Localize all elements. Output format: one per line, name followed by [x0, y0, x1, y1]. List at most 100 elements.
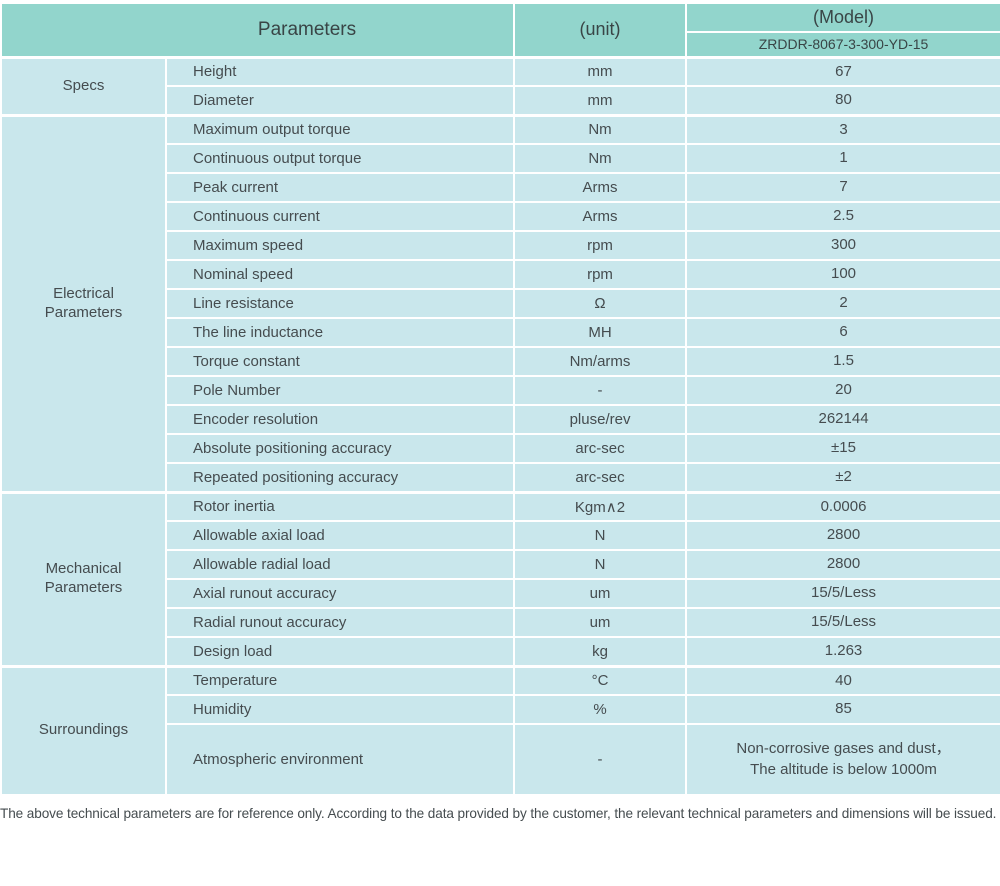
unit-cell: -	[513, 723, 688, 796]
table-row: Pole Number -20	[1, 375, 1000, 406]
value-cell: 85	[685, 694, 1000, 725]
param-cell: Absolute positioning accuracy	[164, 433, 516, 464]
param-cell: Atmospheric environment	[164, 723, 516, 796]
unit-cell: Nm	[513, 143, 688, 174]
param-cell: Maximum output torque	[164, 113, 516, 145]
value-cell: 3	[685, 113, 1000, 145]
table-row: Specs Height mm 67	[0, 55, 1000, 116]
table-row: Continuous output torque Nm 1	[1, 143, 1000, 174]
unit-cell: mm	[513, 55, 688, 87]
unit-header: (unit)	[513, 2, 688, 59]
value-cell: 0.0006	[685, 490, 1000, 522]
param-cell: Continuous output torque	[164, 143, 516, 174]
unit-cell: Arms	[513, 172, 688, 203]
value-cell: 15/5/Less	[685, 578, 1000, 609]
table-row: Electrical Parameters Maximum output torq…	[0, 113, 1000, 493]
spec-table: Parameters (unit) (Model) ZRDDR-8067-3-3…	[0, 2, 1000, 796]
param-cell: Radial runout accuracy	[164, 607, 516, 638]
param-cell: Torque constant	[164, 346, 516, 377]
unit-cell: um	[513, 578, 688, 609]
table-header: Parameters (unit) (Model) ZRDDR-8067-3-3…	[0, 2, 1000, 59]
table-row: Design load kg 1.263	[1, 636, 1000, 667]
table-row: Line resistance Ω 2	[1, 288, 1000, 319]
value-cell: 2800	[685, 549, 1000, 580]
spec-sheet: Parameters (unit) (Model) ZRDDR-8067-3-3…	[0, 2, 1000, 821]
footnote: The above technical parameters are for r…	[0, 806, 997, 821]
header-row-top: Parameters (unit) (Model)	[0, 2, 1000, 59]
value-cell: 20	[685, 375, 1000, 406]
table-row: Maximum speed rpm 300	[1, 230, 1000, 261]
value-cell: 67	[685, 55, 1000, 87]
unit-cell: arc-sec	[513, 462, 688, 493]
group-cell-specs: Specs	[0, 55, 167, 116]
table-row: Humidity% 85	[1, 694, 1000, 725]
param-cell: Rotor inertia	[164, 490, 516, 522]
table-row: Radial runout accuracy um 15/5/Less	[1, 607, 1000, 638]
value-cell: 2800	[685, 520, 1000, 551]
param-cell: Line resistance	[164, 288, 516, 319]
param-cell: Peak current	[164, 172, 516, 203]
param-cell: Encoder resolution	[164, 404, 516, 435]
unit-cell: Kgm∧2	[513, 490, 688, 522]
unit-cell: N	[513, 549, 688, 580]
param-cell: Maximum speed	[164, 230, 516, 261]
param-cell: Nominal speed	[164, 259, 516, 290]
value-cell: 7	[685, 172, 1000, 203]
value-cell: 6	[685, 317, 1000, 348]
unit-cell: MH	[513, 317, 688, 348]
unit-cell: °C	[513, 664, 688, 696]
param-cell: Axial runout accuracy	[164, 578, 516, 609]
table-row: Continuous current Arms 2.5	[1, 201, 1000, 232]
table-row: Nominal speed rpm 100	[1, 259, 1000, 290]
table-body: Specs Height mm 67 Diameter mm 80 Electrical Pa…	[0, 55, 1000, 796]
param-cell: Temperature	[164, 664, 516, 696]
table-row: Peak current Arms 7	[1, 172, 1000, 203]
table-row: Torque constant Nm/arms 1.5	[1, 346, 1000, 377]
unit-cell: kg	[513, 636, 688, 667]
unit-cell: pluse/rev	[513, 404, 688, 435]
table-row: Encoder resolution pluse/rev 262144	[1, 404, 1000, 435]
unit-cell: Arms	[513, 201, 688, 232]
param-cell: Allowable axial load	[164, 520, 516, 551]
value-cell: Non-corrosive gases and dust， The altitu…	[685, 723, 1000, 796]
table-row: Surroundings Temperature °C 40	[0, 664, 1000, 796]
group-cell-electrical-parameters: Electrical Parameters	[0, 113, 167, 493]
group-cell-mechanical-parameters: Mechanical Parameters	[0, 490, 167, 667]
value-cell: 15/5/Less	[685, 607, 1000, 638]
value-cell: ±15	[685, 433, 1000, 464]
unit-cell: rpm	[513, 230, 688, 261]
value-cell: 300	[685, 230, 1000, 261]
unit-cell: -	[513, 375, 688, 406]
unit-cell: Nm	[513, 113, 688, 145]
value-cell: 262144	[685, 404, 1000, 435]
value-cell: 1	[685, 143, 1000, 174]
value-cell: 2	[685, 288, 1000, 319]
table-row: The line inductance MH 6	[1, 317, 1000, 348]
value-cell: 100	[685, 259, 1000, 290]
unit-cell: rpm	[513, 259, 688, 290]
value-cell: 40	[685, 664, 1000, 696]
unit-cell: %	[513, 694, 688, 725]
table-row: Diameter mm 80	[1, 85, 1000, 116]
unit-cell: Nm/arms	[513, 346, 688, 377]
value-cell: 1.5	[685, 346, 1000, 377]
param-cell: Continuous current	[164, 201, 516, 232]
param-cell: Design load	[164, 636, 516, 667]
value-cell: 2.5	[685, 201, 1000, 232]
param-cell: Pole Number	[164, 375, 516, 406]
value-cell: 1.263	[685, 636, 1000, 667]
param-cell: Humidity	[164, 694, 516, 725]
unit-cell: um	[513, 607, 688, 638]
unit-cell: arc-sec	[513, 433, 688, 464]
table-row: Axial runout accuracy um 15/5/Less	[1, 578, 1000, 609]
value-cell: 80	[685, 85, 1000, 116]
header-row-model: ZRDDR-8067-3-300-YD-15	[1, 31, 1000, 59]
param-cell: Height	[164, 55, 516, 87]
table-row: Atmospheric environment - Non-corrosive ga…	[1, 723, 1000, 796]
parameters-header: Parameters	[0, 2, 516, 59]
value-cell: ±2	[685, 462, 1000, 493]
unit-cell: mm	[513, 85, 688, 116]
unit-cell: Ω	[513, 288, 688, 319]
param-cell: Repeated positioning accuracy	[164, 462, 516, 493]
table-row: Absolute positioning accuracy arc-sec ±15	[1, 433, 1000, 464]
